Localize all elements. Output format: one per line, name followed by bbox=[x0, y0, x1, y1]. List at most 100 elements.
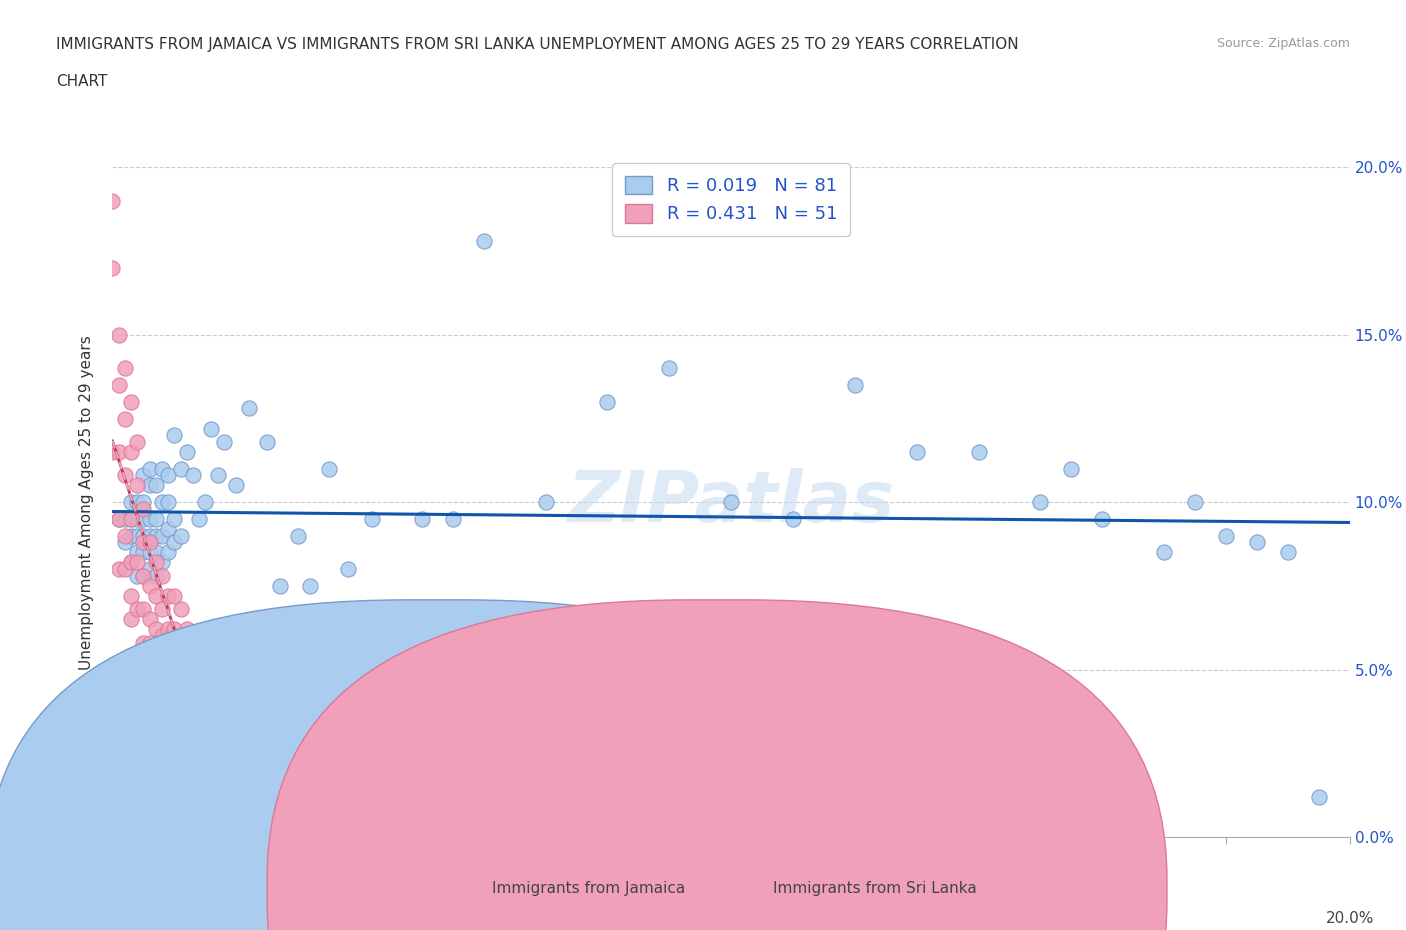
Point bbox=[114, 468, 136, 483]
Point bbox=[114, 361, 136, 376]
Point bbox=[503, 645, 526, 660]
Point bbox=[157, 468, 180, 483]
Point bbox=[176, 445, 198, 459]
Point bbox=[1246, 535, 1268, 550]
Point bbox=[169, 635, 191, 650]
Point bbox=[132, 528, 155, 543]
Point bbox=[107, 512, 129, 526]
Point bbox=[127, 568, 149, 583]
Point bbox=[132, 602, 155, 617]
Point bbox=[441, 512, 464, 526]
Point bbox=[114, 535, 136, 550]
Point bbox=[194, 495, 217, 510]
Point bbox=[658, 361, 681, 376]
Point bbox=[150, 555, 173, 570]
Point bbox=[120, 589, 142, 604]
Point bbox=[107, 445, 129, 459]
Point bbox=[127, 555, 149, 570]
Point bbox=[120, 445, 142, 459]
Point bbox=[138, 612, 160, 627]
Point bbox=[120, 512, 142, 526]
Point bbox=[120, 555, 142, 570]
Point bbox=[107, 378, 129, 392]
Point bbox=[120, 394, 142, 409]
Point bbox=[120, 612, 142, 627]
Point bbox=[132, 495, 155, 510]
Point bbox=[844, 378, 866, 392]
Point bbox=[188, 656, 211, 671]
Point bbox=[145, 645, 167, 660]
Point bbox=[596, 394, 619, 409]
Point bbox=[114, 528, 136, 543]
Point bbox=[1308, 790, 1330, 804]
Point bbox=[1215, 528, 1237, 543]
Point bbox=[101, 445, 124, 459]
Point bbox=[107, 562, 129, 577]
Point bbox=[225, 478, 247, 493]
Point bbox=[349, 602, 371, 617]
Point bbox=[207, 468, 229, 483]
Point bbox=[132, 545, 155, 560]
Point bbox=[127, 602, 149, 617]
Point bbox=[169, 602, 191, 617]
Point bbox=[176, 622, 198, 637]
Point bbox=[138, 461, 160, 476]
Point bbox=[138, 562, 160, 577]
Text: Immigrants from Jamaica: Immigrants from Jamaica bbox=[492, 881, 685, 896]
Point bbox=[138, 512, 160, 526]
Point bbox=[361, 512, 384, 526]
Point bbox=[200, 421, 222, 436]
Point bbox=[181, 635, 204, 650]
Point bbox=[1029, 495, 1052, 510]
Point bbox=[163, 428, 186, 443]
Point bbox=[127, 434, 149, 449]
Point bbox=[132, 512, 155, 526]
Point bbox=[287, 528, 309, 543]
Point bbox=[101, 260, 124, 275]
Point bbox=[181, 468, 204, 483]
Point bbox=[120, 512, 142, 526]
Point bbox=[1060, 461, 1083, 476]
Point bbox=[127, 528, 149, 543]
Point bbox=[318, 461, 340, 476]
Point bbox=[107, 512, 129, 526]
Point bbox=[380, 645, 402, 660]
Point bbox=[127, 495, 149, 510]
Point bbox=[127, 512, 149, 526]
Point bbox=[150, 461, 173, 476]
Point bbox=[150, 528, 173, 543]
Point bbox=[114, 512, 136, 526]
Point bbox=[782, 512, 804, 526]
Point bbox=[157, 545, 180, 560]
Point bbox=[107, 327, 129, 342]
Point bbox=[145, 528, 167, 543]
Point bbox=[188, 512, 211, 526]
Point bbox=[145, 622, 167, 637]
Point bbox=[150, 629, 173, 644]
Point bbox=[132, 568, 155, 583]
Point bbox=[145, 478, 167, 493]
Point bbox=[138, 535, 160, 550]
Point bbox=[1277, 545, 1299, 560]
Point bbox=[132, 568, 155, 583]
Y-axis label: Unemployment Among Ages 25 to 29 years: Unemployment Among Ages 25 to 29 years bbox=[79, 335, 94, 670]
Point bbox=[120, 555, 142, 570]
Text: CHART: CHART bbox=[56, 74, 108, 89]
Point bbox=[120, 495, 142, 510]
Point bbox=[1184, 495, 1206, 510]
Point bbox=[157, 589, 180, 604]
Point bbox=[163, 535, 186, 550]
Point bbox=[157, 522, 180, 537]
Point bbox=[534, 495, 557, 510]
Point bbox=[127, 478, 149, 493]
Point bbox=[238, 401, 260, 416]
Point bbox=[145, 512, 167, 526]
Point bbox=[336, 562, 359, 577]
Point bbox=[176, 645, 198, 660]
Point bbox=[256, 434, 278, 449]
Point bbox=[720, 495, 742, 510]
Point bbox=[132, 535, 155, 550]
Point bbox=[269, 578, 291, 593]
Point bbox=[101, 193, 124, 208]
Text: Immigrants from Sri Lanka: Immigrants from Sri Lanka bbox=[773, 881, 977, 896]
